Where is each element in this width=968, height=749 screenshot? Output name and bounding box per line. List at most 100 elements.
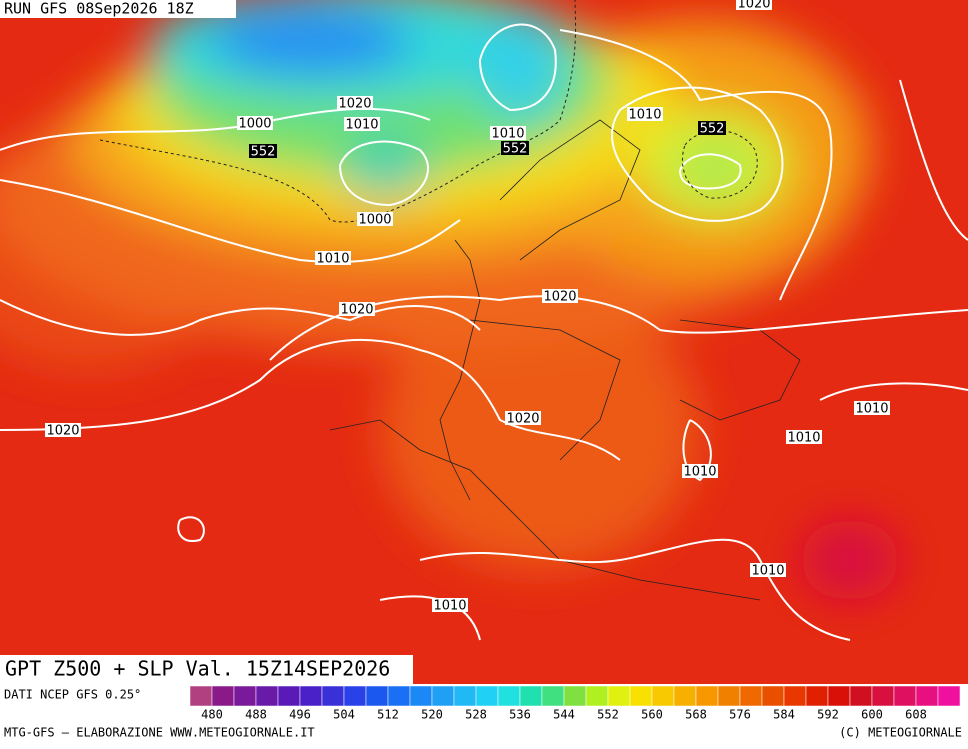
contour-label: 1000 [238,117,271,132]
colorbar-swatch [827,685,851,707]
contour-label-box [432,598,468,612]
contour-label: 1010 [787,431,820,446]
contour-label: 1020 [506,412,539,427]
contour-label: 1020 [338,97,371,112]
contour-label-box [490,126,526,140]
colorbar-label: 512 [377,708,399,722]
colorbar-label: 560 [641,708,663,722]
colorbar-swatch [453,685,477,707]
z552-line [99,0,577,223]
colorbar-swatch [915,685,939,707]
contour-label: 1010 [751,564,784,579]
colorbar-label: 496 [289,708,311,722]
contour-label-box [237,116,273,130]
contour-label-box [357,212,393,226]
colorbar-swatch [893,685,917,707]
colorbar-swatch [937,685,961,707]
colorbar-swatch [321,685,345,707]
contour-label: 1010 [683,465,716,480]
colorbar-swatch [387,685,411,707]
colorbar-swatch [409,685,433,707]
footer-left: MTG-GFS — ELABORAZIONE WWW.METEOGIORNALE… [4,726,315,740]
colorbar-swatch [189,685,213,707]
contour-label: 1010 [345,118,378,133]
colorbar-swatch [871,685,895,707]
contour-label-box [786,430,822,444]
colorbar-swatch [717,685,741,707]
contour-label: 1010 [433,599,466,614]
contour-label-box [337,96,373,110]
colorbar-swatch [475,685,499,707]
colorbar-label: 528 [465,708,487,722]
colorbar-label: 520 [421,708,443,722]
map-title: GPT Z500 + SLP Val. 15Z14SEP2026 [5,657,390,681]
contour-label-box [682,464,718,478]
colorbar-label: 480 [201,708,223,722]
colorbar-swatch [761,685,785,707]
colorbar-swatch [651,685,675,707]
contour-label-box [249,144,277,158]
colorbar-swatch [563,685,587,707]
map: 1020102010101000552101055210105521000101… [0,0,968,684]
colorbar-swatch [299,685,323,707]
colorbar-label: 568 [685,708,707,722]
colorbar-swatch [211,685,235,707]
colorbar-label: 504 [333,708,355,722]
contour-label: 1020 [46,424,79,439]
colorbar-label: 576 [729,708,751,722]
contour-label: 1020 [737,0,770,12]
colorbar-swatch [673,685,697,707]
colorbar-label: 592 [817,708,839,722]
contour-label: 552 [503,142,528,157]
run-label: RUN GFS 08Sep2026 18Z [4,0,194,18]
colorbar-label: 584 [773,708,795,722]
colorbar-swatch [695,685,719,707]
colorbar-swatch [233,685,257,707]
contour-label-box [45,423,81,437]
contour-label: 1000 [358,213,391,228]
colorbar-label: 488 [245,708,267,722]
contour-label-box [750,563,786,577]
contour-label-box [344,117,380,131]
contour-label-box [698,121,726,135]
contour-label: 552 [251,145,276,160]
colorbar-label: 552 [597,708,619,722]
contour-label-box [505,411,541,425]
colorbar-swatch [805,685,829,707]
colorbar-swatch [585,685,609,707]
title-box [0,655,413,684]
colorbar-swatch [849,685,873,707]
colorbar-swatch [607,685,631,707]
source-label: DATI NCEP GFS 0.25° [4,688,141,702]
colorbar-swatch [783,685,807,707]
footer-right: (C) METEOGIORNALE [839,726,962,740]
colorbar-swatch [343,685,367,707]
contour-label-box [542,289,578,303]
colorbar-label: 600 [861,708,883,722]
contour-label: 552 [700,122,725,137]
coastlines [329,119,801,601]
colorbar-swatch [629,685,653,707]
contour-label: 1010 [491,127,524,142]
colorbar-swatch [431,685,455,707]
colorbar-label: 608 [905,708,927,722]
contour-label-box [854,401,890,415]
contour-label: 1010 [316,252,349,267]
contour-label: 1020 [543,290,576,305]
contour-label: 1010 [628,108,661,123]
contour-label-box [627,107,663,121]
contour-label: 1010 [855,402,888,417]
colorbar-swatch [541,685,565,707]
colorbar-swatch [519,685,543,707]
colorbar-swatch [739,685,763,707]
colorbar-swatch [255,685,279,707]
contour-label-box [339,302,375,316]
colorbar-label: 544 [553,708,575,722]
contour-label-box [501,141,529,155]
contour-label: 1020 [340,303,373,318]
contour-label-box [315,251,351,265]
contour-label-box [736,0,772,10]
colorbar-swatch [497,685,521,707]
run-box [0,0,236,18]
